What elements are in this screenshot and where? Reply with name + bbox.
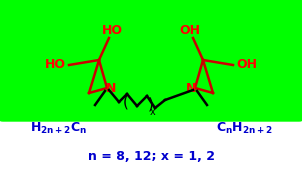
Text: $\mathbf{H_{2n+2}C_n}$: $\mathbf{H_{2n+2}C_n}$ <box>30 120 86 136</box>
Text: x: x <box>150 107 156 117</box>
Text: HO: HO <box>44 58 66 72</box>
Text: N: N <box>186 82 196 94</box>
Text: (: ( <box>123 94 129 110</box>
Text: $\mathbf{C_nH_{2n+2}}$: $\mathbf{C_nH_{2n+2}}$ <box>216 120 272 136</box>
Text: HO: HO <box>101 24 123 36</box>
FancyBboxPatch shape <box>0 0 302 121</box>
Text: N: N <box>106 82 116 94</box>
Text: ): ) <box>148 96 154 111</box>
Text: n = 8, 12; x = 1, 2: n = 8, 12; x = 1, 2 <box>88 150 214 164</box>
Text: OH: OH <box>179 24 201 36</box>
Text: OH: OH <box>236 58 258 72</box>
